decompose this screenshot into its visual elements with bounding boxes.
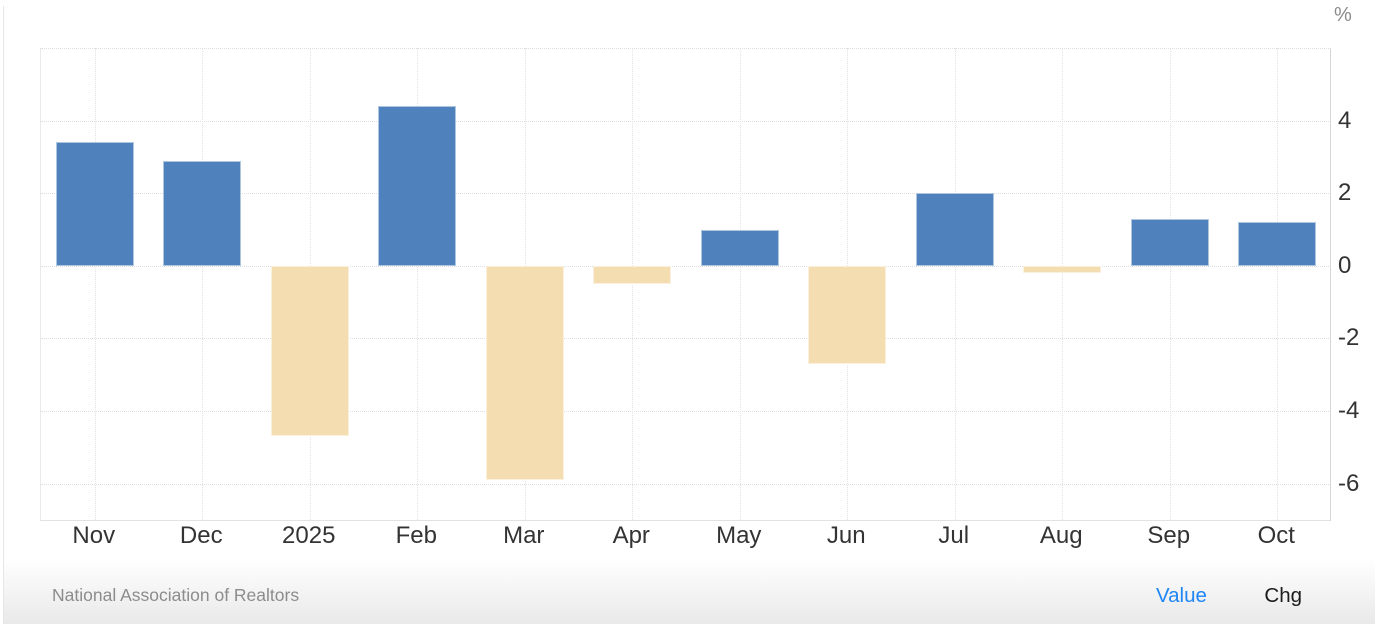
bar-2025[interactable] [270,265,349,437]
v-gridline [417,48,419,520]
v-gridline [202,48,204,520]
source-attribution: National Association of Realtors [52,585,300,605]
bar-aug[interactable] [1023,265,1102,274]
v-gridline [632,48,634,520]
y-tick-label: 2 [1338,179,1352,207]
h-gridline [41,48,1331,49]
v-gridline [94,48,96,520]
y-tick-label: -2 [1338,324,1360,352]
bar-mar[interactable] [485,265,564,481]
y-axis-unit-label: % [1334,4,1352,26]
bar-jul[interactable] [915,193,994,266]
x-axis-label-may: May [716,522,762,549]
h-gridline [41,483,1331,485]
x-axis-label-sep: Sep [1147,522,1191,549]
footer-links: Value Chg [1156,584,1302,608]
bar-jun[interactable] [808,265,887,364]
v-gridline [1169,48,1171,520]
bar-dec[interactable] [163,160,242,266]
x-axis-label-feb: Feb [395,522,437,549]
v-gridline [954,48,956,520]
x-axis-label-aug: Aug [1039,522,1083,549]
y-tick-label: 0 [1338,251,1352,279]
x-axis-label-apr: Apr [612,522,650,549]
x-axis-label-jun: Jun [826,522,866,549]
y-tick-label: -4 [1338,397,1360,425]
h-gridline [41,193,1331,195]
x-axis-label-jul: Jul [938,522,970,549]
plot-area [40,48,1331,521]
bar-may[interactable] [700,229,779,266]
value-link[interactable]: Value [1156,584,1207,607]
h-gridline [41,411,1331,413]
y-axis-line [1330,48,1331,521]
v-gridline [1062,48,1064,520]
v-gridline [739,48,741,520]
h-gridline [41,338,1331,340]
h-gridline [41,120,1331,122]
footer-gradient [4,558,1375,624]
x-axis-label-oct: Oct [1257,522,1295,549]
h-gridline [41,265,1331,267]
x-axis-label-2025: 2025 [282,522,336,549]
bar-oct[interactable] [1238,222,1317,266]
bar-nov[interactable] [55,142,134,266]
card-left-border [3,6,4,624]
chg-link[interactable]: Chg [1264,584,1302,607]
bar-sep[interactable] [1130,218,1209,266]
x-axis-label-nov: Nov [72,522,116,549]
x-axis-label-dec: Dec [179,522,223,549]
bar-apr[interactable] [593,265,672,284]
y-tick-label: -6 [1338,469,1360,497]
v-gridline [1277,48,1279,520]
bar-feb[interactable] [378,106,457,266]
x-axis-label-mar: Mar [503,522,545,549]
y-tick-label: 4 [1338,106,1352,134]
